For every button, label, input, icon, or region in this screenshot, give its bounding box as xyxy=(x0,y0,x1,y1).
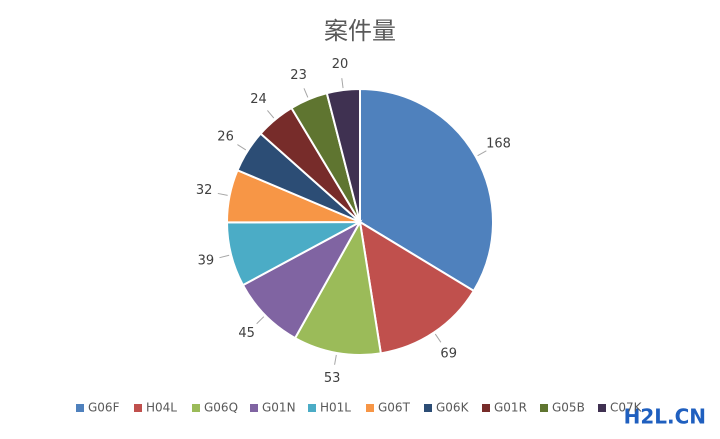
legend-swatch xyxy=(540,404,548,412)
data-label: 168 xyxy=(486,136,511,151)
data-label: 45 xyxy=(238,326,255,341)
legend-label: G01R xyxy=(494,401,527,415)
legend-swatch xyxy=(424,404,432,412)
leader-line xyxy=(303,88,309,98)
pie-slice xyxy=(358,220,476,355)
leader-line xyxy=(237,144,247,151)
leader-line xyxy=(334,354,337,365)
legend-label: G06K xyxy=(436,401,470,415)
legend-label: G01N xyxy=(262,401,296,415)
data-label: 39 xyxy=(198,254,215,269)
legend-swatch xyxy=(598,404,606,412)
leader-line xyxy=(217,192,228,196)
data-label: 24 xyxy=(250,92,267,107)
legend-swatch xyxy=(482,404,490,412)
legend-label: C07K xyxy=(610,401,643,415)
pie-slice xyxy=(325,87,361,223)
legend-swatch xyxy=(192,404,200,412)
legend-swatch xyxy=(134,404,142,412)
legend-swatch xyxy=(76,404,84,412)
leader-line xyxy=(256,316,265,325)
legend-label: G05B xyxy=(552,401,585,415)
data-label: 69 xyxy=(440,346,457,361)
legend-label: H04L xyxy=(146,401,177,415)
watermark: H2L.CN xyxy=(624,405,706,429)
legend-swatch xyxy=(366,404,374,412)
data-label: 20 xyxy=(332,57,349,72)
leader-line xyxy=(267,110,275,119)
chart-title: 案件量 xyxy=(324,17,396,45)
legend-swatch xyxy=(308,404,316,412)
data-label: 53 xyxy=(324,371,341,386)
data-label: 26 xyxy=(217,130,234,145)
legend-label: G06F xyxy=(88,401,120,415)
leader-line xyxy=(341,78,344,89)
legend-label: G06T xyxy=(378,401,411,415)
data-label: 23 xyxy=(290,68,307,83)
leader-line xyxy=(477,150,487,157)
pie-slice xyxy=(293,218,382,356)
legend-swatch xyxy=(250,404,258,412)
leader-line xyxy=(219,254,230,259)
legend-label: G06Q xyxy=(204,401,238,415)
pie-slice xyxy=(359,87,494,293)
data-label: 32 xyxy=(196,183,213,198)
leader-line xyxy=(434,333,442,343)
legend-label: H01L xyxy=(320,401,351,415)
